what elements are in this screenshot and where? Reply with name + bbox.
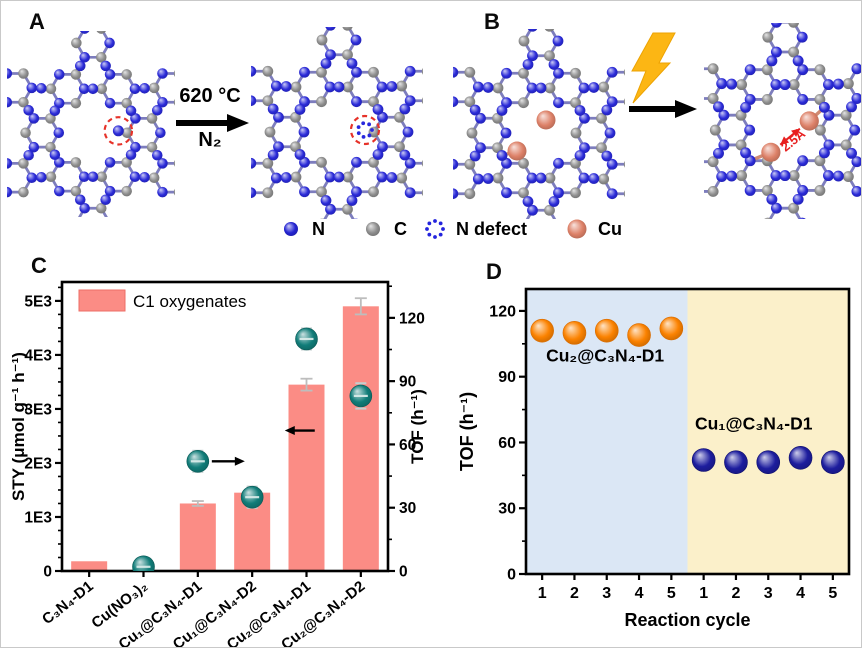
svg-text:60: 60 xyxy=(498,435,516,452)
bar xyxy=(71,561,108,571)
svg-text:4: 4 xyxy=(635,585,644,602)
svg-text:0: 0 xyxy=(43,564,52,581)
cu1-point xyxy=(724,450,748,474)
svg-text:3: 3 xyxy=(602,585,611,602)
panel-c-label: C xyxy=(31,253,47,278)
series-label-cu2: Cu₂@C₃N₄-D1 xyxy=(546,345,664,365)
legend-label-nitrogen: N xyxy=(312,218,325,239)
bar xyxy=(342,306,379,571)
panel-b-label: B xyxy=(484,9,500,34)
svg-text:5E3: 5E3 xyxy=(24,293,52,310)
panel-d-label: D xyxy=(486,259,502,284)
lightning-bolt-icon xyxy=(631,32,676,104)
reaction-arrow-icon xyxy=(176,114,249,132)
nitrogen-atom-icon xyxy=(279,217,303,241)
panel-c-chart: 01E32E33E34E35E30306090120C₃N₄-D1Cu(NO₃)… xyxy=(9,280,427,647)
reaction-atmosphere-label: N₂ xyxy=(198,129,222,151)
cu2-point xyxy=(659,316,684,341)
panel-a-label: A xyxy=(29,9,45,34)
carbon-atom-icon xyxy=(361,217,385,241)
svg-text:C1 oxygenates: C1 oxygenates xyxy=(133,292,246,311)
svg-text:3: 3 xyxy=(764,585,773,602)
svg-text:1: 1 xyxy=(538,585,547,602)
axis-pointer-arrows xyxy=(211,426,315,466)
svg-text:0: 0 xyxy=(399,564,408,581)
cu1-point xyxy=(691,448,716,472)
region-cu1 xyxy=(687,289,849,574)
bars xyxy=(71,297,379,571)
cu1-point xyxy=(821,450,845,474)
lattice xyxy=(7,31,175,217)
legend-label-copper: Cu xyxy=(598,218,622,239)
svg-text:5: 5 xyxy=(667,585,676,602)
chart-c-legend: C1 oxygenates xyxy=(78,289,246,312)
svg-text:30: 30 xyxy=(498,501,516,518)
series-label-cu1: Cu₁@C₃N₄-D1 xyxy=(695,413,813,433)
legend-label-n-defect: N defect xyxy=(456,218,528,239)
svg-text:STY (μmol g⁻¹ h⁻¹): STY (μmol g⁻¹ h⁻¹) xyxy=(9,352,28,501)
lattice xyxy=(453,29,625,219)
y-axis-title: TOF (h⁻¹) xyxy=(457,392,477,471)
legend-item-nitrogen: N xyxy=(279,217,325,241)
legend-label-carbon: C xyxy=(394,218,407,239)
svg-text:5: 5 xyxy=(828,585,837,602)
irradiation-arrow-icon xyxy=(629,100,697,118)
svg-text:1E3: 1E3 xyxy=(24,509,52,526)
axis-ticks: 0 30 60 90 120 1 2 3 4 5 1 2 3 4 5 xyxy=(489,303,837,602)
svg-text:120: 120 xyxy=(399,310,425,327)
plot-frame xyxy=(60,280,390,573)
cu2-point xyxy=(562,321,587,345)
lattice xyxy=(251,27,423,219)
svg-text:4E3: 4E3 xyxy=(24,347,52,364)
legend-item-copper: Cu xyxy=(565,217,622,241)
defect-site-circle xyxy=(349,114,381,146)
reaction-temperature-label: 620 °C xyxy=(179,85,241,107)
svg-text:C₃N₄-D1: C₃N₄-D1 xyxy=(39,578,97,628)
svg-text:60: 60 xyxy=(399,437,416,454)
svg-text:30: 30 xyxy=(399,500,416,517)
molecule-c3n4-pristine xyxy=(7,31,175,217)
legend-item-n-defect: N defect xyxy=(423,217,527,241)
plot-frame xyxy=(524,287,851,576)
bar xyxy=(288,384,325,571)
svg-text:120: 120 xyxy=(489,303,516,320)
svg-text:2: 2 xyxy=(570,585,579,602)
svg-text:0: 0 xyxy=(507,567,516,584)
svg-text:4: 4 xyxy=(796,585,805,602)
cu-distance-arrow: 2.5Å xyxy=(778,126,808,154)
cycle-points xyxy=(530,316,845,474)
svg-text:2: 2 xyxy=(731,585,740,602)
svg-text:2E3: 2E3 xyxy=(24,455,52,472)
molecule-c3n4-n-defect xyxy=(251,27,423,219)
cu2-point xyxy=(627,323,651,347)
n-defect-icon xyxy=(423,217,447,241)
svg-text:TOF (h⁻¹): TOF (h⁻¹) xyxy=(408,389,427,464)
cu2-point xyxy=(530,318,554,343)
bar xyxy=(179,503,216,571)
cu1-point xyxy=(788,446,813,470)
svg-text:90: 90 xyxy=(498,369,516,386)
lattice xyxy=(704,23,861,219)
panel-d-chart: 0 30 60 90 120 1 2 3 4 5 1 2 3 4 5 Cu₂@C₃N₄-D1 Cu₁@C₃N₄-… xyxy=(457,287,851,630)
copper-atom-icon xyxy=(565,217,589,241)
svg-text:1: 1 xyxy=(699,585,708,602)
svg-text:90: 90 xyxy=(399,374,416,391)
cu1-point xyxy=(756,450,781,474)
molecule-cu-adsorbed xyxy=(453,29,625,219)
cu2-point xyxy=(594,318,619,343)
molecule-cu-dimer: 2.5Å xyxy=(704,23,861,219)
tof-points xyxy=(132,327,373,571)
svg-text:3E3: 3E3 xyxy=(24,401,52,418)
legend-item-carbon: C xyxy=(361,217,407,241)
x-axis-title: Reaction cycle xyxy=(624,610,750,630)
